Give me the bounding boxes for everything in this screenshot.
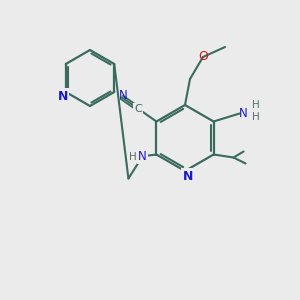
Text: N: N (183, 169, 193, 182)
Text: O: O (198, 50, 208, 64)
Text: N: N (118, 89, 127, 102)
Text: H: H (252, 100, 259, 110)
Text: N: N (138, 150, 147, 163)
Text: N: N (239, 107, 248, 120)
Text: N: N (58, 89, 68, 103)
Text: H: H (129, 152, 136, 161)
Text: C: C (134, 104, 142, 114)
Text: H: H (252, 112, 259, 122)
